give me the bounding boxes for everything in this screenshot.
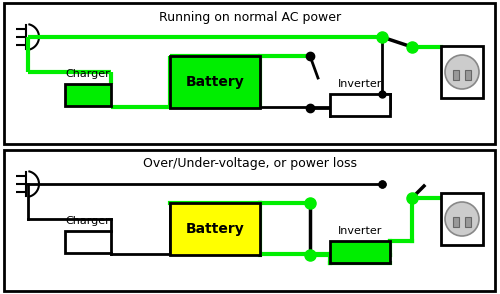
Text: Inverter: Inverter (338, 79, 382, 89)
Bar (330, 94, 390, 116)
Bar (170, 203, 260, 255)
Bar (441, 46, 483, 98)
Bar (441, 193, 483, 245)
Bar (453, 70, 459, 80)
Bar (170, 56, 260, 108)
Text: Over/Under-voltage, or power loss: Over/Under-voltage, or power loss (143, 158, 357, 171)
Bar (465, 70, 471, 80)
Text: Charger: Charger (66, 216, 110, 226)
Circle shape (445, 202, 479, 236)
Bar (65, 231, 111, 253)
Bar (330, 241, 390, 263)
Circle shape (445, 55, 479, 89)
Text: Running on normal AC power: Running on normal AC power (159, 11, 341, 24)
Bar (453, 217, 459, 227)
Text: Battery: Battery (186, 75, 244, 89)
Text: Inverter: Inverter (338, 226, 382, 236)
Text: Battery: Battery (186, 222, 244, 236)
Bar (465, 217, 471, 227)
Text: Charger: Charger (66, 69, 110, 79)
Bar (65, 84, 111, 106)
